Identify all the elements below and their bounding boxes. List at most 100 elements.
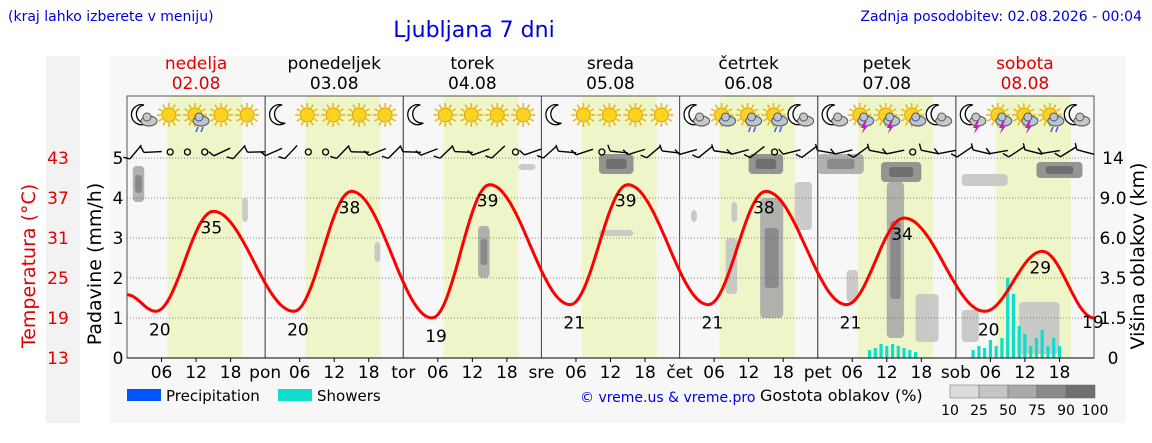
sun-ray — [460, 118, 465, 122]
sun-ray — [214, 104, 218, 109]
region-hint-link[interactable]: (kraj lahko izberete v meniju) — [8, 9, 214, 25]
sun-ray — [162, 104, 166, 109]
wind-barb-flag — [123, 156, 131, 160]
day-name: sobota — [996, 54, 1054, 74]
wind-barb-flag — [674, 149, 681, 155]
sun-ray — [1017, 104, 1021, 109]
sun-icon — [209, 103, 233, 127]
cloud-puff — [695, 112, 705, 122]
shower-bar — [902, 348, 906, 358]
sun-ray — [1027, 104, 1031, 109]
wind-barb-shaft — [886, 149, 905, 155]
sun-ray — [210, 108, 215, 112]
wind-barb-flag — [363, 150, 370, 156]
wind-barb — [519, 148, 542, 156]
wind-barb-shaft — [801, 146, 817, 158]
sun-icon — [571, 103, 596, 127]
cloud-height-tick: 9.0 — [1099, 189, 1126, 209]
temperature-max-label: 39 — [615, 192, 637, 212]
wind-barb-shaft — [834, 149, 853, 155]
wind-calm — [201, 148, 209, 156]
sun-ray — [667, 118, 673, 122]
credits-link[interactable]: © vreme.us & vreme.pro — [580, 390, 755, 406]
wind-barb — [640, 145, 662, 159]
sun-ray — [500, 104, 504, 109]
wind-barb-flag — [139, 146, 145, 153]
shower-bar — [1029, 346, 1033, 358]
cloud-puff — [885, 112, 895, 122]
sun-ray — [300, 121, 304, 126]
wind-barb-flag — [933, 147, 939, 155]
cloud-patch — [1019, 302, 1060, 354]
sun-ray — [227, 108, 232, 112]
wind-barb-flag — [278, 156, 286, 160]
sun-ray — [224, 104, 228, 109]
hour-tick-label: 18 — [496, 363, 518, 383]
wind-barb — [485, 145, 506, 159]
temperature-tick: 19 — [47, 309, 69, 329]
sun-ray — [477, 118, 483, 122]
sun-ray — [848, 118, 854, 122]
wind-barb-flag — [536, 154, 544, 159]
wind-barb — [1022, 143, 1043, 155]
sun-ray — [451, 118, 457, 122]
wind-barb-flag — [726, 148, 732, 155]
wind-barb-shaft — [972, 149, 991, 155]
sun-ray — [612, 121, 617, 126]
shower-bar — [1006, 278, 1010, 358]
hour-tick-label: 12 — [600, 363, 622, 383]
sun-ray — [892, 108, 897, 112]
wind-barb-shaft — [938, 149, 957, 155]
cloud-puff — [997, 112, 1007, 122]
sun-ray — [296, 108, 301, 112]
cloud-patch — [731, 202, 738, 222]
wind-barb-shaft — [853, 146, 869, 158]
shower-bar — [988, 340, 992, 358]
wind-calm — [166, 148, 174, 156]
sun-ray — [576, 104, 581, 109]
last-update: Zadnja posodobitev: 02.08.2026 - 00:04 — [860, 9, 1142, 25]
precipitation-axis-title: Padavine (mm/h) — [84, 183, 106, 346]
sun-icon — [321, 103, 346, 127]
sun-ray — [866, 108, 871, 112]
temperature-curve — [126, 183, 1095, 320]
sun-ray — [516, 121, 520, 126]
sun-ray — [615, 118, 621, 122]
sun-ray — [714, 104, 719, 109]
day-date: 03.08 — [310, 74, 359, 94]
wind-barb — [278, 144, 298, 160]
sun-ray — [736, 118, 742, 122]
hour-tick-label: 18 — [772, 363, 794, 383]
sun-ray — [863, 104, 867, 109]
moon-cloud-icon — [821, 104, 849, 127]
wind-barb-flag — [381, 155, 389, 160]
sun-ray — [512, 108, 517, 112]
sun-ray — [240, 104, 244, 109]
sun-ray — [612, 104, 617, 109]
density-scale: 10 25 50 75 90 100 — [941, 384, 1108, 419]
sun-ray — [766, 121, 771, 126]
cloud-patch-core — [480, 239, 488, 265]
hour-tick-label: 18 — [358, 363, 380, 383]
sun-ray — [175, 108, 180, 112]
moon-storm-icon — [959, 104, 987, 134]
daylight-band — [581, 96, 657, 358]
wind-barb-shaft — [336, 145, 350, 159]
wind-barb — [881, 148, 905, 155]
sun-cloud-rain-icon — [183, 103, 210, 133]
precipitation-tick: 3 — [113, 229, 124, 249]
wind-barb — [622, 148, 646, 156]
wind-barb-flag — [881, 148, 888, 155]
sun-icon — [235, 103, 259, 127]
sun-ray — [378, 104, 382, 109]
sun-ray — [322, 118, 327, 122]
sun-cloud-rain-icon — [735, 103, 763, 133]
wind-barb — [415, 148, 438, 156]
sun-ray — [1043, 104, 1047, 109]
sun-icon — [295, 103, 320, 127]
sun-ray — [224, 121, 228, 126]
moon-icon — [407, 104, 424, 126]
shower-bar — [1040, 330, 1044, 358]
shower-bar — [971, 350, 975, 358]
